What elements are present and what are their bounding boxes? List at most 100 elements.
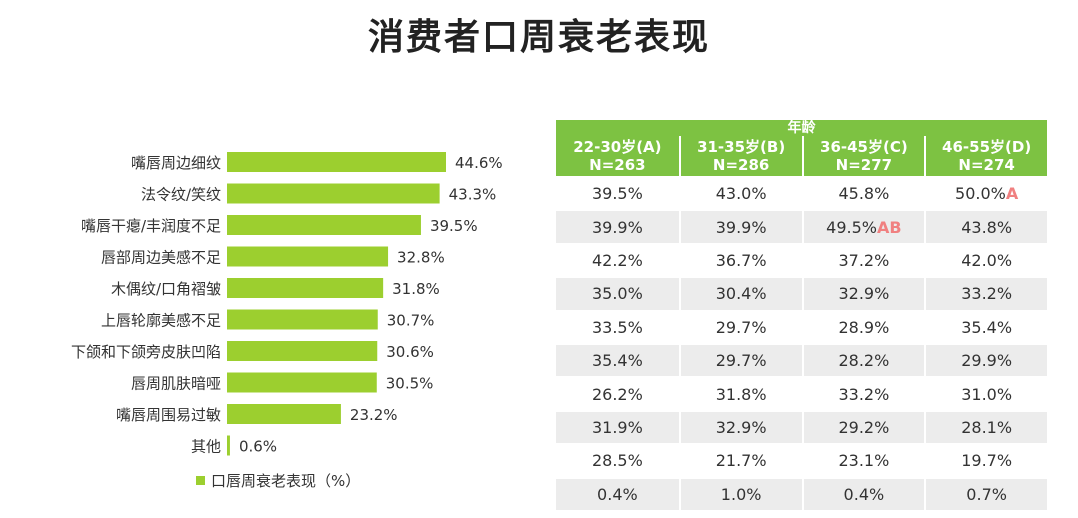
cell-value: 42.2% bbox=[591, 250, 643, 270]
cell-value: 0.4% bbox=[597, 484, 638, 504]
category-label: 嘴唇周边细纹 bbox=[131, 154, 221, 172]
cell-value: 45.8% bbox=[838, 184, 890, 204]
table-cell: 32.9% bbox=[801, 276, 925, 310]
age-column-header: 22-30岁(A) N=263 bbox=[556, 136, 679, 176]
value-label: 44.6% bbox=[455, 154, 503, 172]
table-cell: 39.9% bbox=[678, 209, 802, 243]
table-cell: 26.2% bbox=[556, 376, 679, 410]
cell-value: 23.1% bbox=[838, 451, 890, 471]
cell-value: 30.4% bbox=[715, 284, 767, 304]
table-cell: 1.0% bbox=[678, 476, 802, 510]
cell-value: 32.9% bbox=[838, 284, 890, 304]
table-cell: 28.9% bbox=[801, 309, 925, 343]
category-label: 嘴唇干瘪/丰润度不足 bbox=[81, 217, 221, 235]
table-cell: 33.5% bbox=[556, 309, 679, 343]
sample-size: N=277 bbox=[835, 156, 893, 174]
table-cell: 50.0%A bbox=[924, 176, 1047, 210]
cell-value: 31.9% bbox=[591, 417, 643, 437]
table-cell: 29.2% bbox=[801, 409, 925, 444]
table-cell: 19.7% bbox=[924, 443, 1047, 477]
age-table: 年龄 22-30岁(A) N=263 31-35岁(B) N=286 36-45岁(C)… bbox=[556, 120, 1047, 510]
table-row: 42.2% 36.7% 37.2% 42.0% bbox=[556, 242, 1047, 277]
sample-size: N=286 bbox=[712, 156, 770, 174]
cell-value: 1.0% bbox=[720, 484, 762, 504]
cell-value: 39.5% bbox=[591, 184, 643, 204]
cell-value: 39.9% bbox=[591, 217, 643, 237]
category-label: 法令纹/笑纹 bbox=[141, 186, 221, 204]
value-label: 0.6% bbox=[239, 438, 277, 456]
bar bbox=[227, 341, 378, 361]
value-label: 39.5% bbox=[430, 217, 478, 235]
age-column-header: 31-35岁(B) N=286 bbox=[678, 136, 802, 176]
chart-legend: 口唇周衰老表现（%） bbox=[196, 470, 360, 491]
value-label: 43.3% bbox=[449, 186, 497, 204]
table-cell: 45.8% bbox=[801, 176, 925, 210]
cell-value: 35.4% bbox=[591, 351, 643, 371]
table-cell: 31.9% bbox=[556, 409, 679, 444]
significance-mark: AB bbox=[877, 217, 902, 237]
table-cell: 21.7% bbox=[678, 443, 802, 477]
cell-value: 39.9% bbox=[715, 217, 767, 237]
page-title: 消费者口周衰老表现 bbox=[367, 17, 710, 58]
cell-value: 21.7% bbox=[715, 451, 767, 471]
cell-value: 42.0% bbox=[961, 250, 1013, 270]
value-label: 30.7% bbox=[387, 312, 435, 330]
legend-swatch bbox=[196, 476, 205, 485]
table-cell: 35.4% bbox=[924, 309, 1047, 343]
value-label: 23.2% bbox=[350, 406, 398, 424]
cell-value: 43.8% bbox=[961, 217, 1013, 237]
table-row: 39.5% 43.0% 45.8% 50.0%A bbox=[556, 176, 1047, 210]
table-cell: 35.0% bbox=[556, 276, 679, 310]
table-cell: 31.0% bbox=[924, 376, 1047, 410]
table-cell: 42.2% bbox=[556, 242, 679, 277]
bar bbox=[227, 215, 421, 235]
value-label: 30.5% bbox=[386, 375, 434, 393]
table-cell: 0.4% bbox=[556, 476, 679, 510]
cell-value: 31.8% bbox=[715, 384, 767, 404]
table-row: 39.9% 39.9% 49.5%AB 43.8% bbox=[556, 209, 1047, 243]
table-row: 28.5% 21.7% 23.1% 19.7% bbox=[556, 443, 1047, 477]
table-row: 0.4% 1.0% 0.4% 0.7% bbox=[556, 476, 1047, 510]
category-label: 唇周肌肤暗哑 bbox=[131, 375, 221, 393]
cell-value: 33.2% bbox=[838, 384, 890, 404]
category-label: 唇部周边美感不足 bbox=[101, 249, 221, 267]
age-range: 46-55岁(D) bbox=[942, 138, 1032, 156]
age-range: 31-35岁(B) bbox=[697, 138, 786, 156]
cell-value: 0.7% bbox=[966, 484, 1007, 504]
cell-value: 37.2% bbox=[838, 250, 890, 270]
age-column-header: 46-55岁(D) N=274 bbox=[924, 136, 1047, 176]
sample-size: N=274 bbox=[958, 156, 1015, 174]
table-cell: 37.2% bbox=[801, 242, 925, 277]
table-cell: 32.9% bbox=[678, 409, 802, 444]
table-row: 33.5% 29.7% 28.9% 35.4% bbox=[556, 309, 1047, 343]
table-cell: 28.5% bbox=[556, 443, 679, 477]
cell-value: 28.1% bbox=[961, 417, 1013, 437]
cell-value: 33.2% bbox=[961, 284, 1013, 304]
cell-value: 29.7% bbox=[715, 317, 767, 337]
cell-value: 26.2% bbox=[591, 384, 643, 404]
table-cell: 33.2% bbox=[924, 276, 1047, 310]
bar bbox=[227, 435, 230, 456]
category-label: 木偶纹/口角褶皱 bbox=[111, 280, 221, 298]
cell-value: 33.5% bbox=[591, 317, 643, 337]
value-label: 31.8% bbox=[392, 280, 440, 298]
cell-value: 29.9% bbox=[961, 351, 1013, 371]
table-cell: 28.1% bbox=[924, 409, 1047, 444]
age-range: 36-45岁(C) bbox=[820, 138, 908, 156]
table-cell: 39.5% bbox=[556, 176, 679, 210]
cell-value: 32.9% bbox=[715, 417, 767, 437]
cell-value: 35.4% bbox=[961, 317, 1013, 337]
bar bbox=[227, 404, 341, 424]
cell-value: 0.4% bbox=[843, 484, 885, 504]
table-cell: 0.7% bbox=[924, 476, 1047, 510]
table-cell: 23.1% bbox=[801, 443, 925, 477]
cell-value: 36.7% bbox=[715, 250, 767, 270]
table-cell: 43.0% bbox=[678, 176, 802, 210]
bar bbox=[227, 278, 384, 298]
table-row: 35.4% 29.7% 28.2% 29.9% bbox=[556, 342, 1047, 377]
table-cell: 49.5%AB bbox=[801, 209, 925, 243]
value-label: 32.8% bbox=[397, 249, 445, 267]
bar bbox=[227, 372, 377, 393]
table-cell: 29.7% bbox=[678, 342, 802, 377]
